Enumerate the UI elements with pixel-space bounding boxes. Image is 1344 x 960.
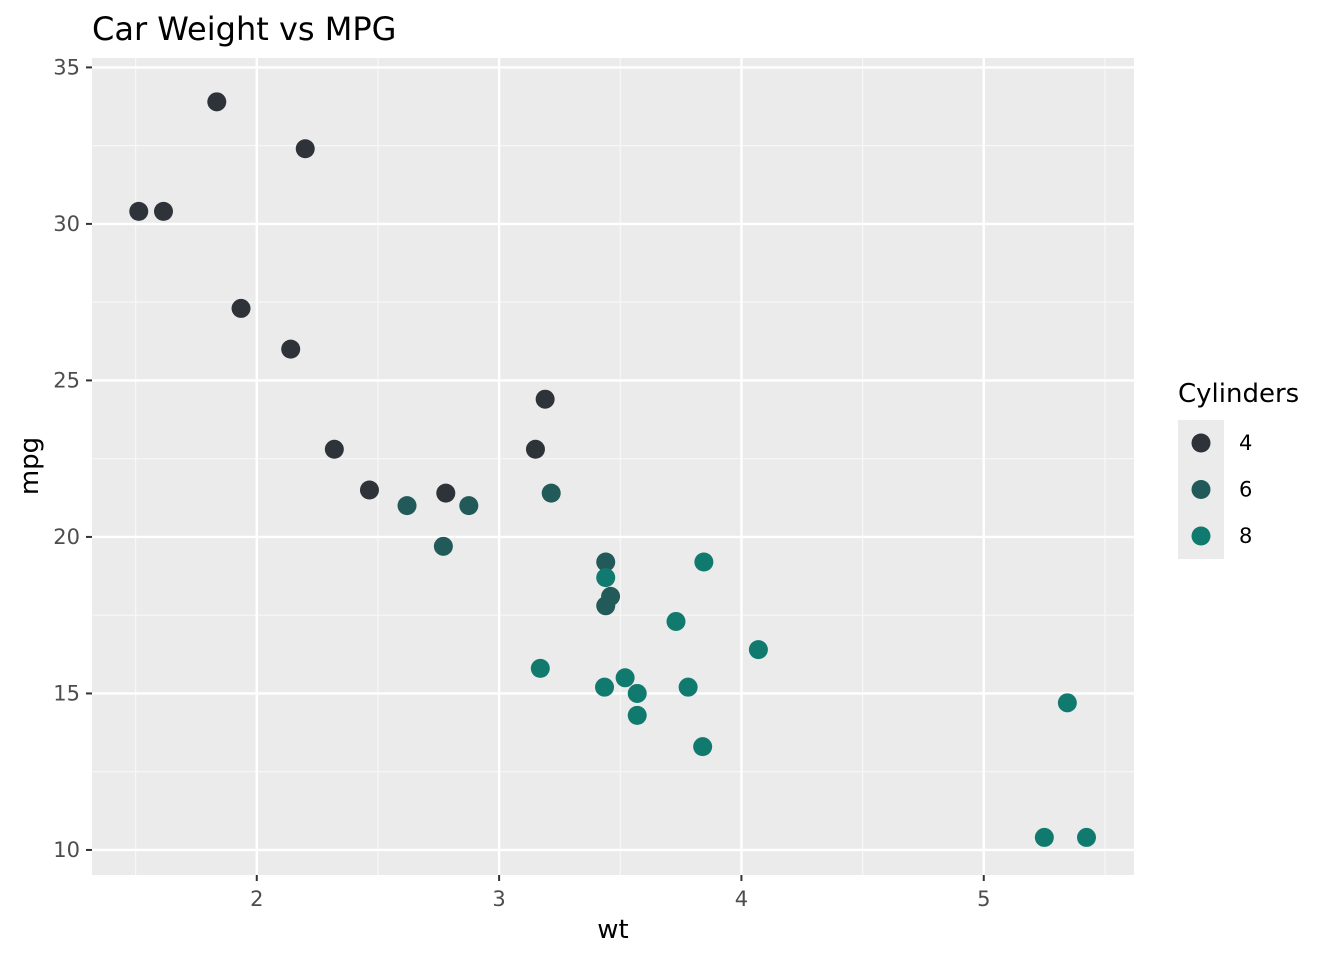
data-point: [627, 683, 647, 703]
legend-key: [1191, 526, 1211, 546]
y-tick-label: 25: [53, 368, 80, 392]
legend-label: 8: [1239, 524, 1252, 548]
chart-title: Car Weight vs MPG: [92, 10, 396, 48]
data-point: [748, 640, 768, 660]
data-point: [207, 92, 227, 112]
x-tick-label: 5: [977, 887, 990, 911]
legend-title: Cylinders: [1178, 379, 1299, 409]
data-point: [459, 496, 479, 516]
data-point: [693, 737, 713, 757]
data-point: [541, 483, 561, 503]
y-tick-label: 15: [53, 681, 80, 705]
data-point: [1077, 827, 1097, 847]
minor-gridlines: [92, 58, 1134, 875]
legend-label: 4: [1239, 431, 1252, 455]
data-points: [129, 92, 1097, 847]
data-point: [324, 439, 344, 459]
y-axis-ticks: 10 15 20 25 30 35: [53, 55, 92, 862]
data-point: [596, 568, 616, 588]
data-point: [129, 201, 149, 221]
y-tick-label: 35: [53, 55, 80, 79]
y-tick-label: 20: [53, 525, 80, 549]
data-point: [397, 496, 417, 516]
data-point: [433, 536, 453, 556]
y-tick-label: 10: [53, 838, 80, 862]
legend-key: [1191, 433, 1211, 453]
data-point: [1057, 693, 1077, 713]
data-point: [595, 677, 615, 697]
data-point: [596, 552, 616, 572]
plot-panel: [92, 58, 1134, 875]
y-tick-label: 30: [53, 212, 80, 236]
data-point: [359, 480, 379, 500]
data-point: [666, 611, 686, 631]
data-point: [295, 139, 315, 159]
data-point: [694, 552, 714, 572]
data-point: [535, 389, 555, 409]
x-axis-ticks: 2 3 4 5: [250, 875, 990, 911]
x-tick-label: 4: [735, 887, 748, 911]
data-point: [525, 439, 545, 459]
x-axis-title: wt: [597, 915, 628, 945]
data-point: [627, 705, 647, 725]
legend-label: 6: [1239, 478, 1252, 502]
data-point: [530, 658, 550, 678]
x-tick-label: 3: [492, 887, 505, 911]
data-point: [153, 201, 173, 221]
legend-entries: 4 6 8: [1191, 431, 1252, 548]
data-point: [436, 483, 456, 503]
data-point: [596, 596, 616, 616]
data-point: [1034, 827, 1054, 847]
data-point: [678, 677, 698, 697]
major-gridlines: [92, 58, 1134, 875]
data-point: [231, 298, 251, 318]
legend-key: [1191, 480, 1211, 499]
data-point: [281, 339, 301, 359]
y-axis-title: mpg: [15, 437, 45, 495]
data-point: [615, 668, 635, 688]
legend: Cylinders 4 6 8: [1178, 379, 1299, 559]
x-tick-label: 2: [250, 887, 263, 911]
